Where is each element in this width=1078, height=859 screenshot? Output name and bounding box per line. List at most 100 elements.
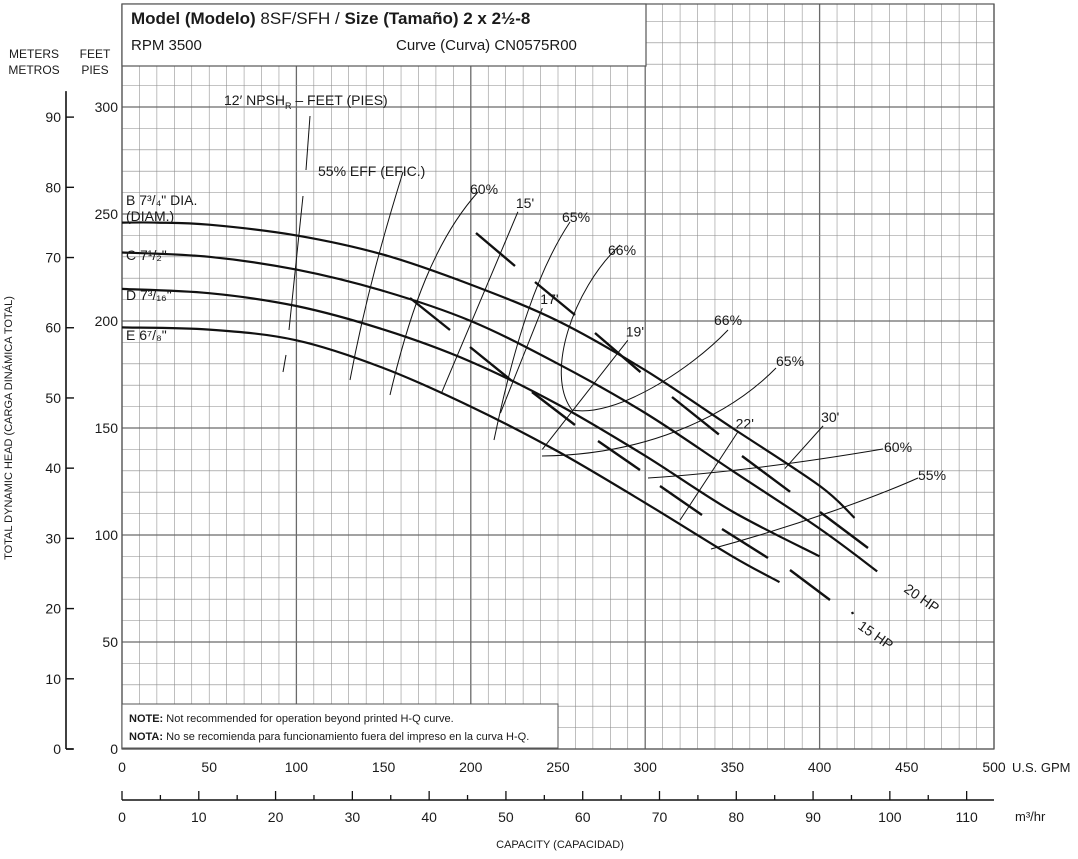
feet-label-1: FEET (80, 47, 111, 61)
feet-tick-label: 300 (95, 99, 119, 115)
hp-15-tail (850, 611, 855, 615)
hp-15-line (409, 297, 831, 601)
npsh-line-0 (440, 211, 519, 394)
meters-tick-label: 40 (45, 460, 61, 476)
eff-60-left (389, 191, 479, 396)
impeller-b-label: B 7³/₄" DIA. (126, 192, 197, 208)
m3hr-tick-label: 60 (575, 809, 591, 825)
impeller-c-curve (121, 251, 878, 573)
impeller-b-curve (121, 221, 856, 519)
eff-65-left (493, 221, 571, 441)
m3hr-tick-label: 20 (268, 809, 284, 825)
npsh-label-2: 19' (626, 323, 644, 339)
eff-55-left (349, 171, 404, 381)
gpm-unit-label: U.S. GPM (1012, 760, 1071, 775)
feet-tick-label: 0 (110, 741, 118, 757)
meters-tick-label: 20 (45, 601, 61, 617)
chart-title: Model (Modelo) 8SF/SFH / Size (Tamaño) 2… (131, 9, 530, 28)
gpm-tick-label: 0 (118, 759, 126, 775)
note-es: NOTA: No se recomienda para funcionamien… (129, 731, 529, 743)
m3hr-axis: 0 10 20 30 40 50 60 70 80 90 100 110 (118, 791, 994, 825)
eff-label-60: 60% (470, 181, 498, 197)
gpm-tick-label: 350 (721, 759, 745, 775)
m3hr-unit-label: m³/hr (1015, 809, 1046, 824)
npsh-line-2 (541, 339, 629, 450)
impeller-c-label: C 7¹/₂" (126, 247, 167, 263)
gpm-tick-label: 100 (285, 759, 309, 775)
gpm-tick-label: 50 (201, 759, 217, 775)
m3hr-tick-label: 0 (118, 809, 126, 825)
gpm-tick-label: 200 (459, 759, 483, 775)
meters-tick-label: 80 (45, 179, 61, 195)
npsh-heading: 12′ NPSHR – FEET (PIES) (224, 92, 388, 111)
gpm-tick-label: 300 (634, 759, 658, 775)
meters-tick-label: 90 (45, 109, 61, 125)
m3hr-tick-label: 70 (652, 809, 668, 825)
eff-label-65-right: 65% (776, 353, 804, 369)
feet-tick-labels: 0 50 100 150 200 250 300 (95, 99, 119, 757)
note-box (121, 703, 559, 749)
efficiency-curves (349, 171, 919, 550)
npsh-line-1 (499, 307, 543, 414)
npsh-12-leader (305, 115, 311, 171)
feet-tick-label: 250 (95, 206, 119, 222)
meters-tick-label: 10 (45, 671, 61, 687)
gpm-tick-labels: 0 50 100 150 200 250 300 350 400 450 500 (118, 759, 1006, 775)
eff-label-65: 65% (562, 209, 590, 225)
npsh-label-3: 22' (736, 415, 754, 431)
title-box (121, 3, 647, 67)
npsh-12-tail (282, 354, 287, 373)
feet-tick-label: 150 (95, 420, 119, 436)
npsh-line-4 (784, 425, 824, 469)
m3hr-tick-label: 10 (191, 809, 207, 825)
m3hr-tick-label: 100 (878, 809, 902, 825)
meters-tick-label: 60 (45, 320, 61, 336)
eff-55-right (710, 477, 919, 550)
feet-tick-label: 50 (102, 634, 118, 650)
note-en: NOTE: Not recommended for operation beyo… (129, 713, 454, 725)
m3hr-tick-label: 30 (345, 809, 361, 825)
gpm-tick-label: 500 (982, 759, 1006, 775)
m3hr-tick-label: 40 (421, 809, 437, 825)
npsh-label-0: 15' (516, 195, 534, 211)
curve-id-label: Curve (Curva) CN0575R00 (396, 37, 577, 54)
eff-60-right (647, 448, 884, 479)
m3hr-tick-label: 80 (728, 809, 744, 825)
m3hr-tick-label: 110 (955, 809, 978, 825)
meters-axis: 0 10 20 30 40 50 60 70 80 90 (45, 91, 74, 757)
npsh-label-4: 30' (821, 409, 839, 425)
x-axis-title: CAPACITY (CAPACIDAD) (496, 839, 624, 851)
impeller-b-label-2: (DIAM.) (126, 208, 174, 224)
meters-label-1: METERS (9, 47, 59, 61)
npsh-label-1: 17' (540, 291, 558, 307)
y-axis-title: TOTAL DYNAMIC HEAD (CARGA DINÁMICA TOTAL… (2, 296, 15, 560)
rpm-label: RPM 3500 (131, 37, 202, 54)
eff-label-60-right: 60% (884, 439, 912, 455)
eff-label-55-right: 55% (918, 467, 946, 483)
impeller-d-curve (121, 287, 821, 558)
eff-66-loop (560, 244, 729, 412)
impeller-e-curve (121, 326, 781, 584)
meters-tick-label: 30 (45, 530, 61, 546)
feet-tick-label: 100 (95, 527, 119, 543)
gpm-tick-label: 250 (546, 759, 570, 775)
meters-tick-label: 50 (45, 390, 61, 406)
eff-65-right (541, 367, 777, 457)
feet-label-2: PIES (81, 63, 108, 77)
gpm-tick-label: 400 (808, 759, 832, 775)
impeller-d-label: D 7³/₁₆" (126, 287, 172, 303)
eff-label-66-top: 66% (608, 242, 636, 258)
meters-tick-label: 70 (45, 250, 61, 266)
meters-label-2: METROS (8, 63, 59, 77)
npsh-lines (282, 115, 311, 373)
feet-tick-label: 200 (95, 313, 119, 329)
impeller-curves (121, 221, 878, 584)
m3hr-tick-label: 50 (498, 809, 514, 825)
eff-label-66-right: 66% (714, 312, 742, 328)
gpm-tick-label: 150 (372, 759, 396, 775)
m3hr-tick-label: 90 (805, 809, 821, 825)
npsh-12-line (288, 195, 304, 331)
npsh-group: 15' 17' 19' 22' 30' (440, 195, 839, 521)
gpm-tick-label: 450 (895, 759, 919, 775)
